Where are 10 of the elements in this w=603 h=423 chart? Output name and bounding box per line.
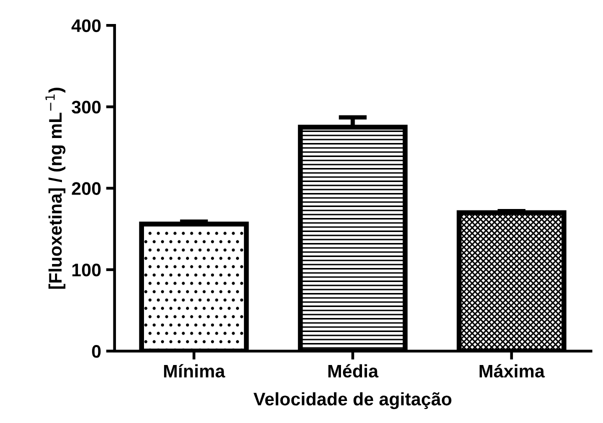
y-tick-label: 300	[72, 100, 101, 114]
y-tick-label: 200	[72, 182, 101, 195]
x-tick-label: Mínima	[164, 364, 226, 378]
x-axis-title: Velocidade de agitação	[254, 392, 452, 410]
y-tick-label: 100	[72, 264, 101, 276]
y-tick-label: 0	[92, 345, 101, 358]
y-axis-title: [Fluoxetina] / (ng mL$^{−1}$)	[45, 88, 66, 289]
y-tick-label: 400	[72, 19, 101, 32]
x-tick-label: Média	[328, 364, 378, 378]
x-tick-label: Máxima	[480, 364, 545, 378]
